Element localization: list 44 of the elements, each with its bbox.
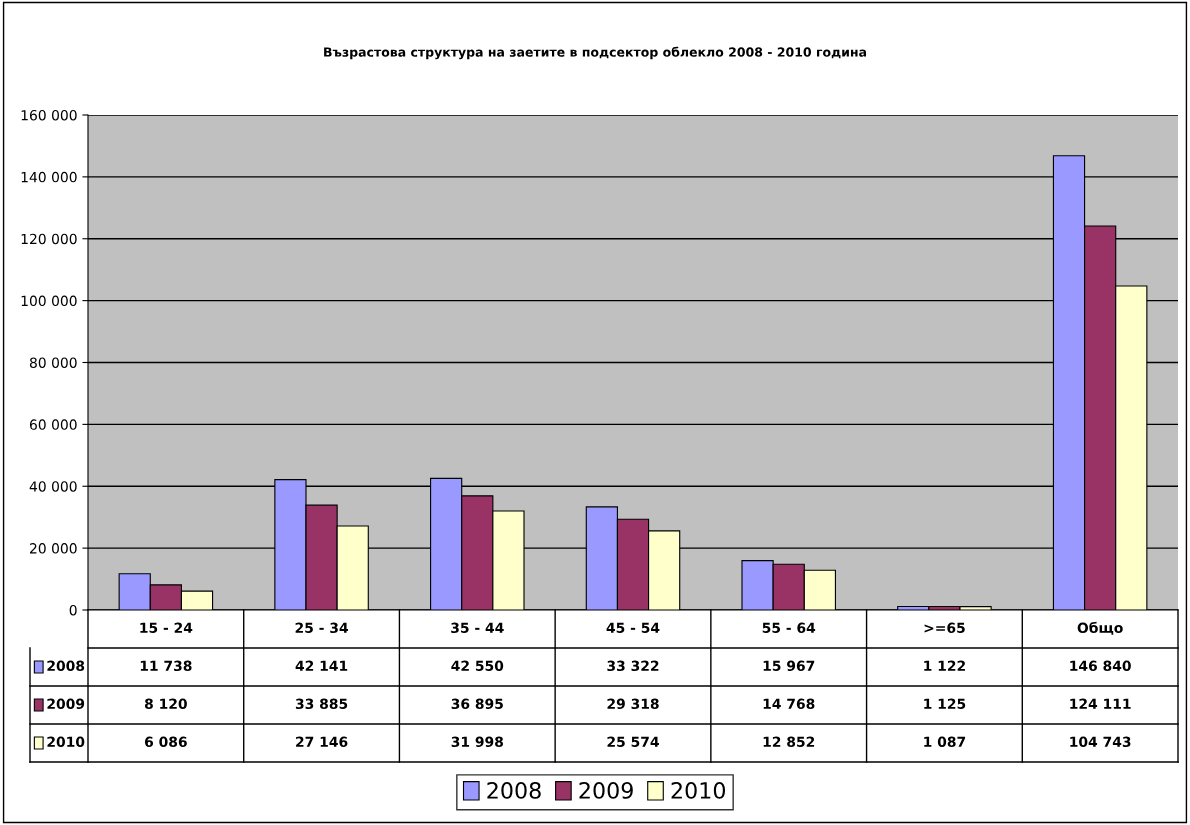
data-label: 6 086 [144, 736, 187, 748]
data-label: 31 998 [451, 736, 503, 748]
y-tick-label: 60 000 [29, 419, 77, 430]
data-label: 27 146 [296, 736, 348, 748]
x-tick-label: 15 - 24 [140, 622, 193, 634]
data-label: 42 550 [451, 660, 504, 672]
data-label: 12 852 [763, 736, 815, 748]
x-tick-label: Общо [1077, 621, 1123, 635]
data-label: 29 318 [607, 698, 659, 710]
data-label: 1 122 [924, 660, 965, 671]
legend-label: 2009 [47, 698, 85, 710]
y-tick-label: 100 000 [21, 295, 77, 307]
data-label: 146 840 [1070, 660, 1131, 672]
y-tick-label: 140 000 [21, 171, 77, 183]
data-label: 8 120 [144, 698, 187, 710]
y-tick-label: 40 000 [29, 481, 77, 492]
data-label: 42 141 [295, 660, 348, 671]
data-label: 36 895 [451, 698, 503, 710]
legend-label: 2008 [47, 660, 85, 672]
y-tick-label: 80 000 [29, 357, 77, 368]
data-label: 33 322 [607, 660, 659, 672]
data-label: 33 885 [295, 698, 348, 710]
x-tick-label: 35 - 44 [451, 622, 504, 634]
x-tick-label: 45 - 54 [606, 622, 660, 634]
data-label: 1 087 [924, 736, 966, 748]
data-label: 1 125 [924, 698, 966, 710]
data-label: 11 738 [140, 660, 192, 672]
data-label: 25 574 [607, 736, 659, 748]
text: 2008 [487, 781, 541, 799]
chart-title: Възрастова структура на заетите в подсектор облекло 2008 - 2010 година [324, 46, 867, 60]
data-label: 14 768 [763, 698, 815, 710]
y-tick-label: 120 000 [21, 233, 77, 245]
y-tick-label: 160 000 [21, 109, 77, 121]
y-tick-label: 20 000 [30, 543, 77, 554]
x-tick-label: 55 - 64 [762, 622, 816, 634]
x-tick-label: 25 - 34 [295, 622, 348, 634]
data-label: 124 111 [1070, 698, 1131, 709]
data-label: 15 967 [763, 660, 815, 672]
text: 2010 [671, 781, 726, 799]
data-label: 104 743 [1070, 736, 1131, 748]
y-tick-label: 0 [69, 604, 77, 616]
legend-label: 2010 [47, 736, 85, 748]
x-tick-label: >=65 [924, 622, 965, 634]
text: 2009 [579, 781, 633, 799]
